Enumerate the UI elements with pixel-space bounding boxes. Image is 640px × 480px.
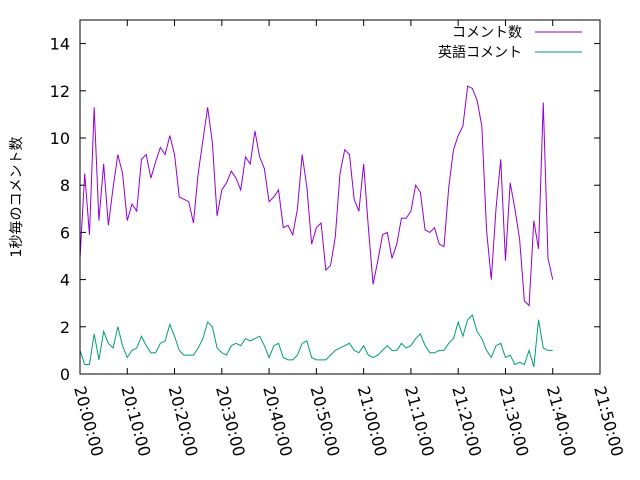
y-tick-label: 12 [50,82,70,101]
plot-frame [79,19,601,375]
y-axis-label: 1秒毎のコメント数 [9,137,25,258]
x-tick-label: 20:50:00 [306,384,343,458]
y-tick-label: 14 [50,35,70,54]
y-ticks: 0 2 4 6 8 10 12 14 [50,35,600,384]
y-tick-label: 4 [60,271,70,290]
series-lines [79,85,554,368]
x-tick-label: 21:30:00 [496,384,533,458]
x-ticks: 20:00:00 20:10:00 20:20:00 20:30:00 20:40:00… [70,20,627,458]
x-tick-label: 20:30:00 [212,384,249,458]
series-line-0 [79,85,554,307]
y-tick-label: 10 [50,129,70,148]
x-tick-label: 20:40:00 [259,384,296,458]
y-tick-label: 0 [60,365,70,384]
legend-label: 英語コメント [438,44,522,61]
x-tick-label: 20:00:00 [70,384,107,458]
y-tick-label: 6 [60,223,70,242]
y-tick-label: 2 [60,318,70,337]
x-tick-label: 21:50:00 [590,384,627,458]
x-tick-label: 20:10:00 [117,384,154,458]
y-tick-label: 8 [60,176,70,195]
x-tick-label: 21:00:00 [354,384,391,458]
series-line-1 [79,314,553,368]
x-tick-label: 21:20:00 [448,384,485,458]
legend-label: コメント数 [452,25,522,41]
x-tick-label: 20:20:00 [165,384,202,458]
x-tick-label: 21:10:00 [401,384,438,458]
x-tick-label: 21:40:00 [543,384,580,458]
